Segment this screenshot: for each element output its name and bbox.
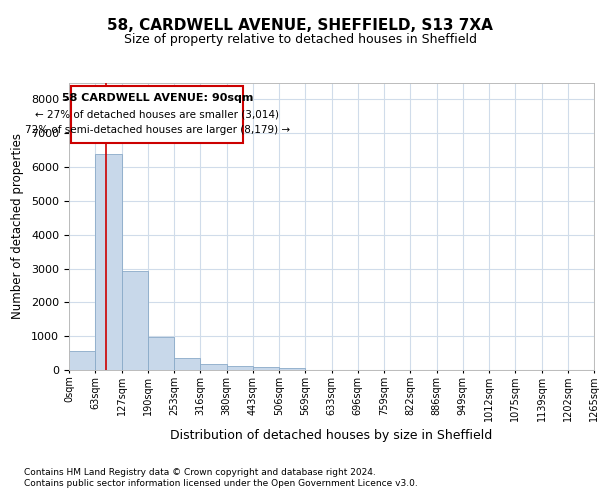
Bar [122,271,148,370]
Text: Size of property relative to detached houses in Sheffield: Size of property relative to detached ho… [124,32,476,46]
FancyBboxPatch shape [71,86,244,144]
Text: Contains HM Land Registry data © Crown copyright and database right 2024.: Contains HM Land Registry data © Crown c… [24,468,376,477]
Text: ← 27% of detached houses are smaller (3,014): ← 27% of detached houses are smaller (3,… [35,110,279,120]
Bar [148,337,174,370]
Text: Contains public sector information licensed under the Open Government Licence v3: Contains public sector information licen… [24,480,418,488]
X-axis label: Distribution of detached houses by size in Sheffield: Distribution of detached houses by size … [170,430,493,442]
Bar [279,368,305,370]
Bar [174,358,200,370]
Y-axis label: Number of detached properties: Number of detached properties [11,133,24,320]
Text: 58, CARDWELL AVENUE, SHEFFIELD, S13 7XA: 58, CARDWELL AVENUE, SHEFFIELD, S13 7XA [107,18,493,32]
Bar [227,366,253,370]
Text: 58 CARDWELL AVENUE: 90sqm: 58 CARDWELL AVENUE: 90sqm [62,93,253,103]
Text: 72% of semi-detached houses are larger (8,179) →: 72% of semi-detached houses are larger (… [25,126,290,136]
Bar [69,351,95,370]
Bar [200,364,227,370]
Bar [253,367,279,370]
Bar [95,154,122,370]
